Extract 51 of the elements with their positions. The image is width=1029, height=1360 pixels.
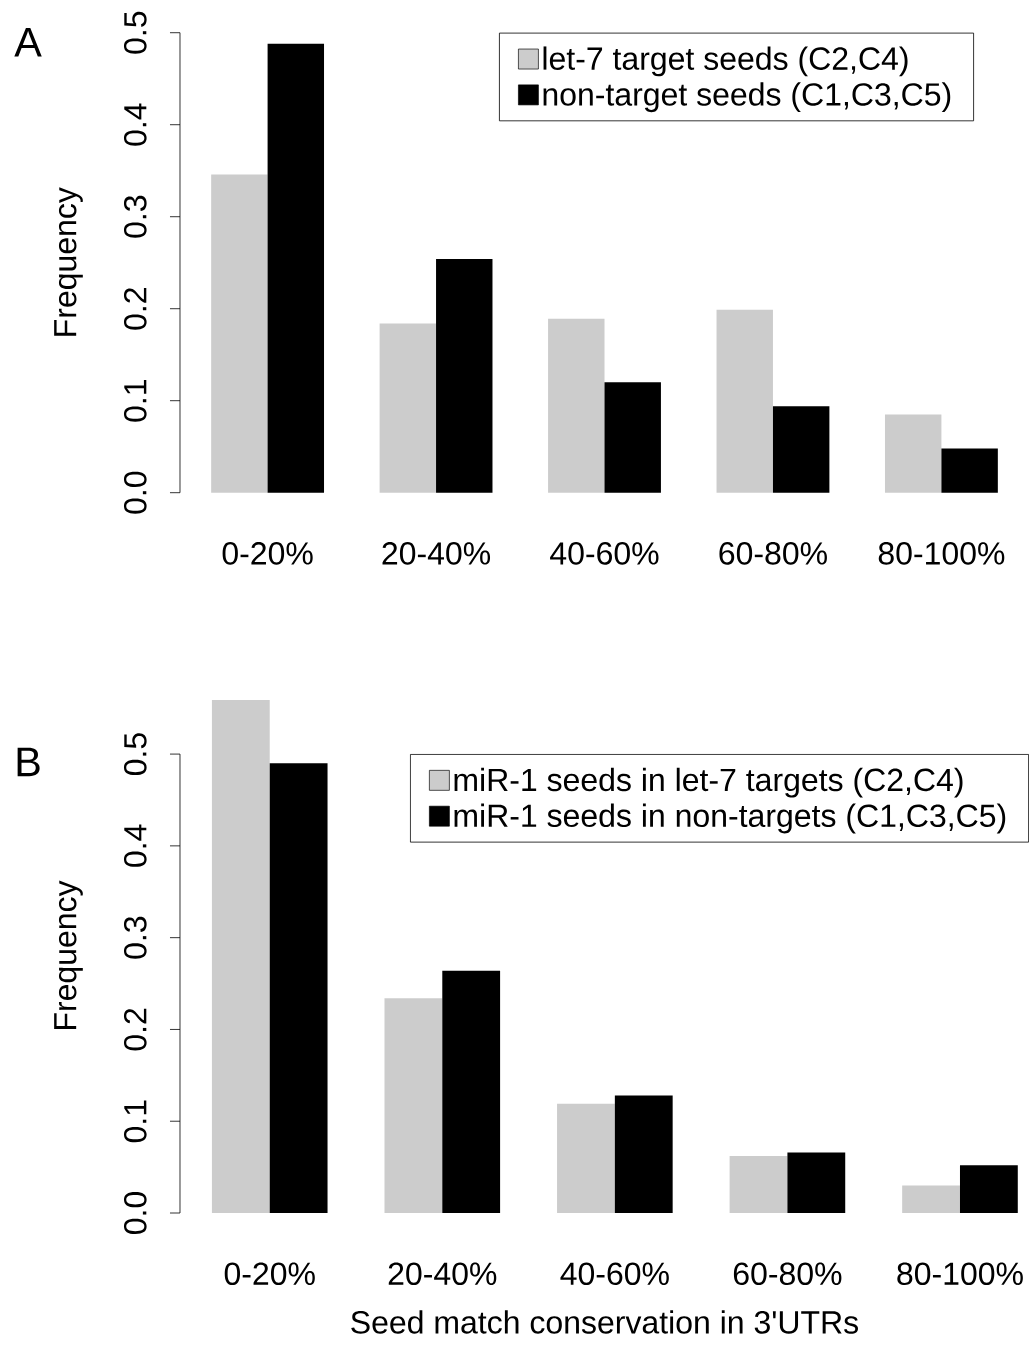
bar <box>614 1095 673 1214</box>
bar <box>902 1185 960 1214</box>
bar <box>379 323 437 493</box>
x-tick-label: 80-100% <box>878 542 1005 565</box>
bar <box>211 174 268 493</box>
y-tick-label: 0.1 <box>123 1100 147 1143</box>
bar <box>604 382 661 493</box>
bar <box>548 318 605 493</box>
y-tick-label: 0.4 <box>123 103 147 146</box>
bar <box>269 763 328 1214</box>
y-tick-label: 0.3 <box>123 916 147 959</box>
x-tick-label: 40-60% <box>550 542 659 565</box>
y-tick-label: 0.5 <box>123 11 147 54</box>
x-tick-label: 40-60% <box>560 1262 669 1286</box>
legend-label: non-target seeds (C1,C3,C5) <box>543 82 951 113</box>
bar <box>384 998 443 1214</box>
y-tick-label: 0.0 <box>123 1192 147 1234</box>
x-tick-label: 0-20% <box>224 1262 315 1286</box>
y-tick-label: 0.3 <box>123 195 147 238</box>
y-tick-label: 0.2 <box>123 1008 147 1051</box>
y-tick-label: 0.4 <box>123 824 147 867</box>
bar <box>267 43 325 493</box>
x-tick-label: 60-80% <box>719 542 827 565</box>
bar <box>729 1156 788 1214</box>
chart-title: A <box>14 27 42 57</box>
x-tick-label: 20-40% <box>388 1262 497 1286</box>
legend-label: let-7 target seeds (C2,C4) <box>543 46 908 77</box>
y-axis-title: Frequency <box>54 187 83 336</box>
x-tick-label: 60-80% <box>733 1262 842 1286</box>
x-tick-label: 0-20% <box>222 542 313 565</box>
bar <box>716 309 773 493</box>
y-tick-label: 0.1 <box>123 380 147 422</box>
bar <box>959 1165 1018 1214</box>
x-tick-label: 80-100% <box>897 1262 1023 1286</box>
bar <box>884 414 942 493</box>
y-axis-title: Frequency <box>54 880 83 1029</box>
bar <box>941 448 998 493</box>
bar <box>772 406 830 493</box>
bar <box>211 699 270 1214</box>
x-tick-label: 20-40% <box>382 542 491 565</box>
bar <box>442 970 501 1214</box>
bar <box>557 1103 615 1214</box>
bar <box>787 1152 846 1214</box>
legend-label: miR-1 seeds in let-7 targets (C2,C4) <box>454 767 963 798</box>
legend-label: miR-1 seeds in non-targets (C1,C3,C5) <box>454 803 1006 834</box>
x-axis-title: Seed match conservation in 3'UTRs <box>351 1310 858 1334</box>
y-tick-label: 0.0 <box>123 471 147 514</box>
text: B <box>17 747 40 777</box>
y-tick-label: 0.5 <box>123 733 147 776</box>
bar <box>436 259 493 493</box>
y-tick-label: 0.2 <box>123 288 147 330</box>
